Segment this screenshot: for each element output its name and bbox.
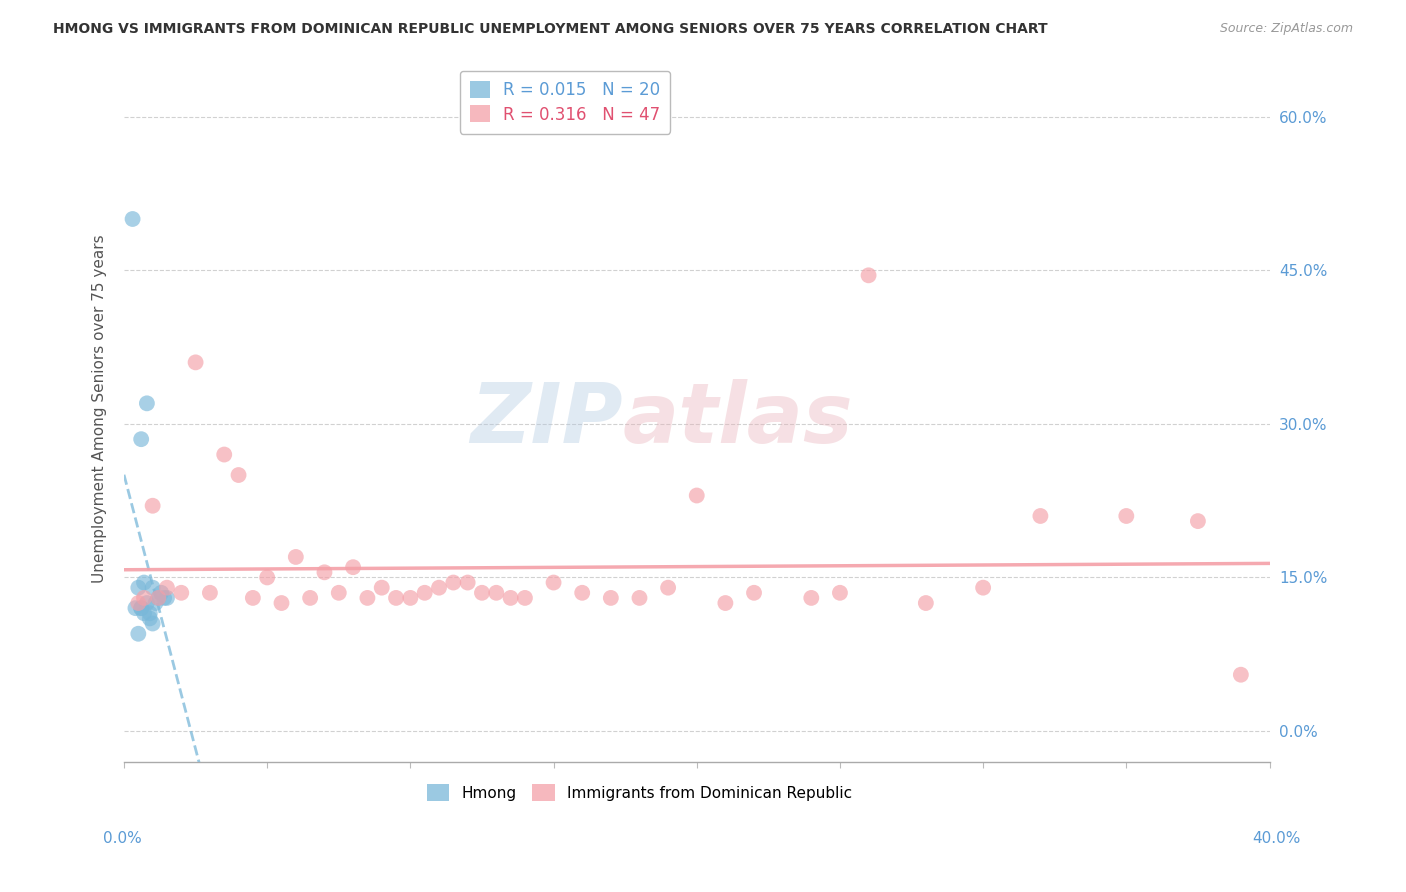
- Point: [142, 616, 165, 631]
- Point: [129, 432, 152, 446]
- Point: [142, 499, 165, 513]
- Text: ZIP: ZIP: [470, 378, 623, 459]
- Point: [1230, 667, 1253, 681]
- Point: [714, 596, 737, 610]
- Point: [142, 581, 165, 595]
- Point: [686, 488, 709, 502]
- Point: [828, 586, 851, 600]
- Point: [132, 591, 155, 605]
- Point: [314, 566, 336, 580]
- Point: [485, 586, 508, 600]
- Point: [148, 591, 170, 605]
- Point: [571, 586, 593, 600]
- Point: [139, 611, 162, 625]
- Point: [471, 586, 494, 600]
- Point: [356, 591, 378, 605]
- Point: [145, 596, 167, 610]
- Point: [800, 591, 823, 605]
- Point: [657, 581, 679, 595]
- Point: [132, 607, 155, 621]
- Point: [156, 591, 179, 605]
- Point: [129, 601, 152, 615]
- Point: [858, 268, 880, 283]
- Point: [299, 591, 322, 605]
- Point: [399, 591, 422, 605]
- Point: [124, 601, 146, 615]
- Point: [1029, 508, 1052, 523]
- Point: [328, 586, 350, 600]
- Legend: Hmong, Immigrants from Dominican Republic: Hmong, Immigrants from Dominican Republi…: [420, 778, 859, 807]
- Point: [628, 591, 651, 605]
- Point: [457, 575, 479, 590]
- Point: [342, 560, 364, 574]
- Point: [1187, 514, 1209, 528]
- Point: [127, 626, 149, 640]
- Text: 40.0%: 40.0%: [1253, 831, 1301, 846]
- Point: [599, 591, 621, 605]
- Point: [212, 448, 235, 462]
- Point: [256, 570, 278, 584]
- Point: [543, 575, 565, 590]
- Point: [170, 586, 193, 600]
- Point: [127, 596, 149, 610]
- Point: [132, 575, 155, 590]
- Point: [153, 591, 176, 605]
- Point: [385, 591, 408, 605]
- Y-axis label: Unemployment Among Seniors over 75 years: Unemployment Among Seniors over 75 years: [93, 234, 107, 582]
- Point: [499, 591, 522, 605]
- Point: [242, 591, 264, 605]
- Point: [441, 575, 464, 590]
- Point: [135, 396, 157, 410]
- Point: [139, 607, 162, 621]
- Text: Source: ZipAtlas.com: Source: ZipAtlas.com: [1219, 22, 1353, 36]
- Point: [427, 581, 450, 595]
- Point: [270, 596, 292, 610]
- Point: [915, 596, 938, 610]
- Point: [228, 468, 250, 483]
- Text: atlas: atlas: [623, 378, 853, 459]
- Point: [198, 586, 221, 600]
- Point: [513, 591, 536, 605]
- Text: 0.0%: 0.0%: [103, 831, 142, 846]
- Point: [150, 586, 173, 600]
- Point: [371, 581, 394, 595]
- Point: [284, 549, 307, 564]
- Point: [129, 601, 152, 615]
- Point: [127, 581, 149, 595]
- Point: [1115, 508, 1137, 523]
- Point: [972, 581, 994, 595]
- Point: [184, 355, 207, 369]
- Point: [148, 591, 170, 605]
- Point: [742, 586, 765, 600]
- Point: [156, 581, 179, 595]
- Text: HMONG VS IMMIGRANTS FROM DOMINICAN REPUBLIC UNEMPLOYMENT AMONG SENIORS OVER 75 Y: HMONG VS IMMIGRANTS FROM DOMINICAN REPUB…: [53, 22, 1047, 37]
- Point: [135, 596, 157, 610]
- Point: [413, 586, 436, 600]
- Point: [121, 212, 143, 227]
